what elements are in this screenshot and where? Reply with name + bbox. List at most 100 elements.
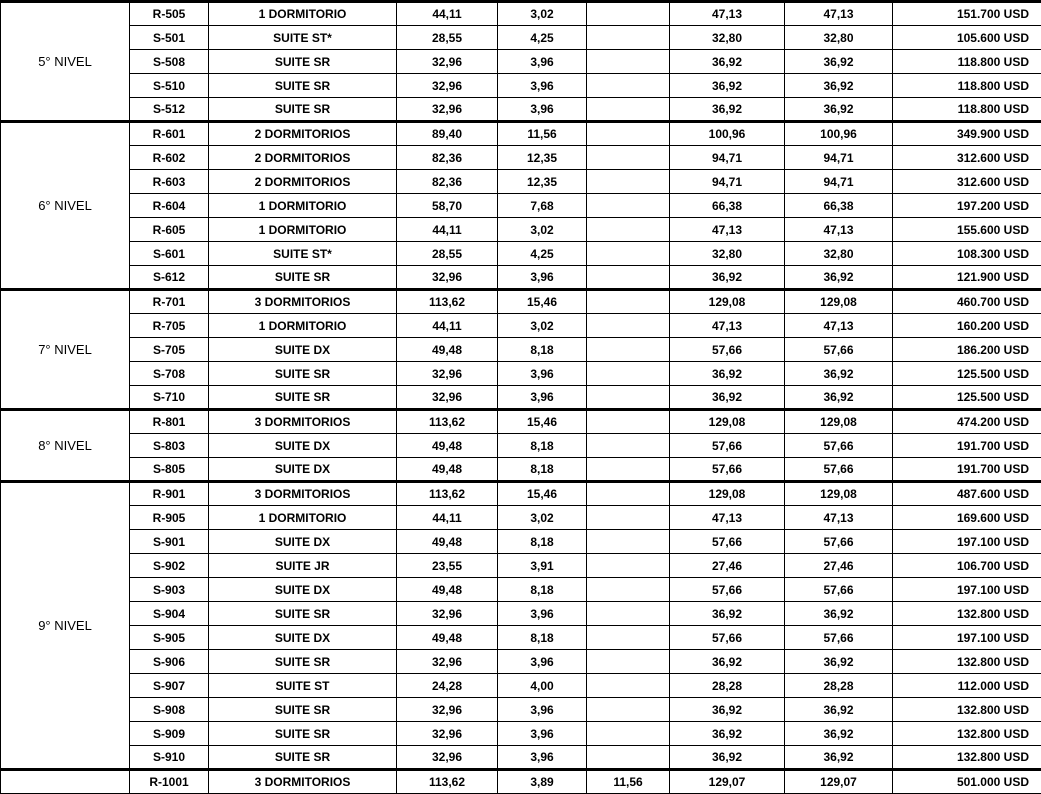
- cell-e: 129,07: [785, 770, 893, 794]
- cell-d: 36,92: [670, 650, 785, 674]
- cell-price: 501.000 USD: [893, 770, 1041, 794]
- cell-d: 57,66: [670, 434, 785, 458]
- cell-b: 8,18: [498, 458, 587, 482]
- cell-unit: S-512: [130, 98, 209, 122]
- cell-e: 129,08: [785, 290, 893, 314]
- cell-d: 57,66: [670, 458, 785, 482]
- cell-b: 3,96: [498, 50, 587, 74]
- table-row: R-6041 DORMITORIO58,707,6866,3866,38197.…: [1, 194, 1041, 218]
- cell-d: 47,13: [670, 314, 785, 338]
- cell-c: [587, 218, 670, 242]
- cell-price: 191.700 USD: [893, 434, 1041, 458]
- table-row: 7° NIVELR-7013 DORMITORIOS113,6215,46129…: [1, 290, 1041, 314]
- cell-a: 32,96: [397, 746, 498, 770]
- cell-e: 36,92: [785, 74, 893, 98]
- cell-e: 94,71: [785, 170, 893, 194]
- cell-price: 125.500 USD: [893, 386, 1041, 410]
- cell-unit: S-601: [130, 242, 209, 266]
- cell-e: 36,92: [785, 50, 893, 74]
- cell-c: [587, 170, 670, 194]
- cell-price: 121.900 USD: [893, 266, 1041, 290]
- cell-a: 44,11: [397, 218, 498, 242]
- cell-a: 32,96: [397, 362, 498, 386]
- cell-b: 3,96: [498, 98, 587, 122]
- cell-unit: S-803: [130, 434, 209, 458]
- cell-type: 1 DORMITORIO: [209, 314, 397, 338]
- cell-d: 129,08: [670, 410, 785, 434]
- cell-b: 3,96: [498, 386, 587, 410]
- cell-price: 112.000 USD: [893, 674, 1041, 698]
- cell-price: 132.800 USD: [893, 698, 1041, 722]
- cell-unit: R-701: [130, 290, 209, 314]
- cell-a: 82,36: [397, 170, 498, 194]
- cell-d: 36,92: [670, 98, 785, 122]
- cell-c: [587, 722, 670, 746]
- cell-a: 89,40: [397, 122, 498, 146]
- cell-price: 125.500 USD: [893, 362, 1041, 386]
- cell-e: 36,92: [785, 362, 893, 386]
- table-row: S-510SUITE SR32,963,9636,9236,92118.800 …: [1, 74, 1041, 98]
- cell-price: 197.100 USD: [893, 626, 1041, 650]
- cell-b: 12,35: [498, 146, 587, 170]
- cell-type: SUITE DX: [209, 578, 397, 602]
- cell-e: 47,13: [785, 2, 893, 26]
- table-row: S-601SUITE ST*28,554,2532,8032,80108.300…: [1, 242, 1041, 266]
- cell-unit: S-906: [130, 650, 209, 674]
- table-row: R-6051 DORMITORIO44,113,0247,1347,13155.…: [1, 218, 1041, 242]
- cell-price: 460.700 USD: [893, 290, 1041, 314]
- cell-b: 3,96: [498, 722, 587, 746]
- cell-e: 36,92: [785, 98, 893, 122]
- cell-d: 66,38: [670, 194, 785, 218]
- cell-unit: R-901: [130, 482, 209, 506]
- cell-d: 27,46: [670, 554, 785, 578]
- cell-e: 57,66: [785, 530, 893, 554]
- cell-price: 197.100 USD: [893, 578, 1041, 602]
- cell-unit: S-501: [130, 26, 209, 50]
- table-row: S-612SUITE SR32,963,9636,9236,92121.900 …: [1, 266, 1041, 290]
- table-row: S-906SUITE SR32,963,9636,9236,92132.800 …: [1, 650, 1041, 674]
- cell-c: [587, 698, 670, 722]
- cell-type: SUITE DX: [209, 626, 397, 650]
- cell-c: [587, 458, 670, 482]
- table-row: S-910SUITE SR32,963,9636,9236,92132.800 …: [1, 746, 1041, 770]
- cell-e: 57,66: [785, 338, 893, 362]
- cell-type: SUITE SR: [209, 698, 397, 722]
- cell-unit: S-508: [130, 50, 209, 74]
- cell-type: SUITE JR: [209, 554, 397, 578]
- cell-a: 44,11: [397, 2, 498, 26]
- cell-type: SUITE DX: [209, 338, 397, 362]
- level-cell: 7° NIVEL: [1, 290, 130, 410]
- cell-d: 47,13: [670, 218, 785, 242]
- cell-b: 4,25: [498, 26, 587, 50]
- cell-type: SUITE SR: [209, 746, 397, 770]
- cell-unit: S-903: [130, 578, 209, 602]
- cell-a: 113,62: [397, 290, 498, 314]
- cell-price: 118.800 USD: [893, 50, 1041, 74]
- cell-type: SUITE SR: [209, 50, 397, 74]
- cell-b: 8,18: [498, 626, 587, 650]
- cell-d: 36,92: [670, 362, 785, 386]
- cell-a: 28,55: [397, 242, 498, 266]
- cell-unit: R-603: [130, 170, 209, 194]
- cell-b: 3,96: [498, 698, 587, 722]
- table-row: S-512SUITE SR32,963,9636,9236,92118.800 …: [1, 98, 1041, 122]
- cell-type: 1 DORMITORIO: [209, 194, 397, 218]
- table-row: R-10013 DORMITORIOS113,623,8911,56129,07…: [1, 770, 1041, 794]
- cell-e: 36,92: [785, 698, 893, 722]
- cell-c: [587, 122, 670, 146]
- cell-b: 11,56: [498, 122, 587, 146]
- cell-d: 57,66: [670, 530, 785, 554]
- cell-price: 105.600 USD: [893, 26, 1041, 50]
- cell-type: 1 DORMITORIO: [209, 218, 397, 242]
- pricing-table-body: 5° NIVELR-5051 DORMITORIO44,113,0247,134…: [1, 2, 1041, 794]
- cell-c: [587, 602, 670, 626]
- pricing-table-container: 5° NIVELR-5051 DORMITORIO44,113,0247,134…: [0, 0, 1041, 794]
- cell-d: 57,66: [670, 578, 785, 602]
- cell-e: 57,66: [785, 434, 893, 458]
- cell-c: [587, 290, 670, 314]
- cell-unit: S-909: [130, 722, 209, 746]
- cell-type: 2 DORMITORIOS: [209, 122, 397, 146]
- cell-unit: S-805: [130, 458, 209, 482]
- cell-c: [587, 746, 670, 770]
- cell-type: 1 DORMITORIO: [209, 2, 397, 26]
